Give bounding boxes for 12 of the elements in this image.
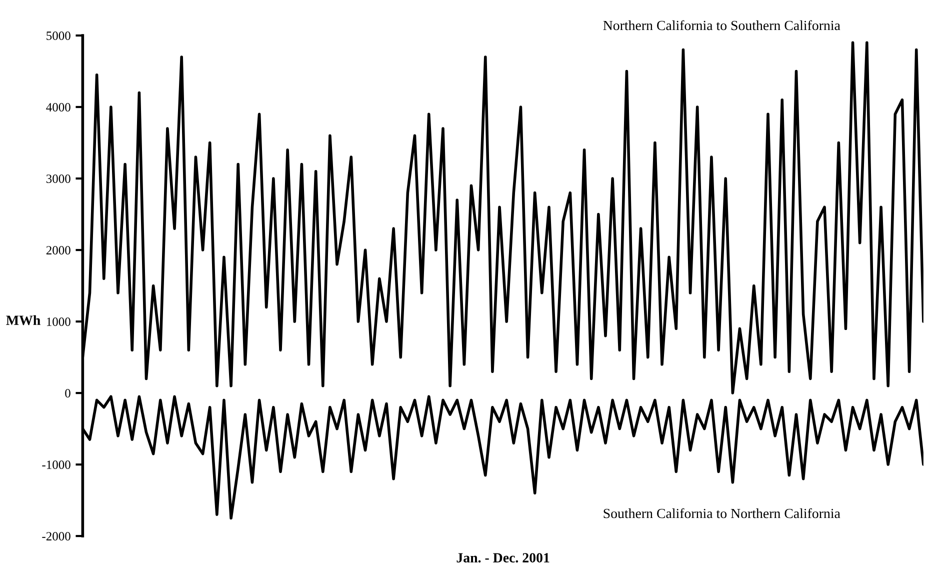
y-tick-label: 2000 <box>46 246 70 254</box>
y-tick-label: 3000 <box>46 174 70 183</box>
y-tick-label: -1000 <box>42 460 70 469</box>
y-tick-label: 5000 <box>46 32 70 40</box>
y-tick-label: 4000 <box>46 103 70 112</box>
annotation: Southern California to Northern California <box>604 508 840 518</box>
y-axis-title: MWh <box>6 315 40 326</box>
x-axis-title: Jan. - Dec. 2001 <box>456 553 550 563</box>
y-tick-label: 0 <box>65 389 70 398</box>
y-tick-label: 1000 <box>46 318 70 326</box>
y-tick-label: -2000 <box>42 532 70 540</box>
text: Northern California to Southern California <box>603 20 840 30</box>
